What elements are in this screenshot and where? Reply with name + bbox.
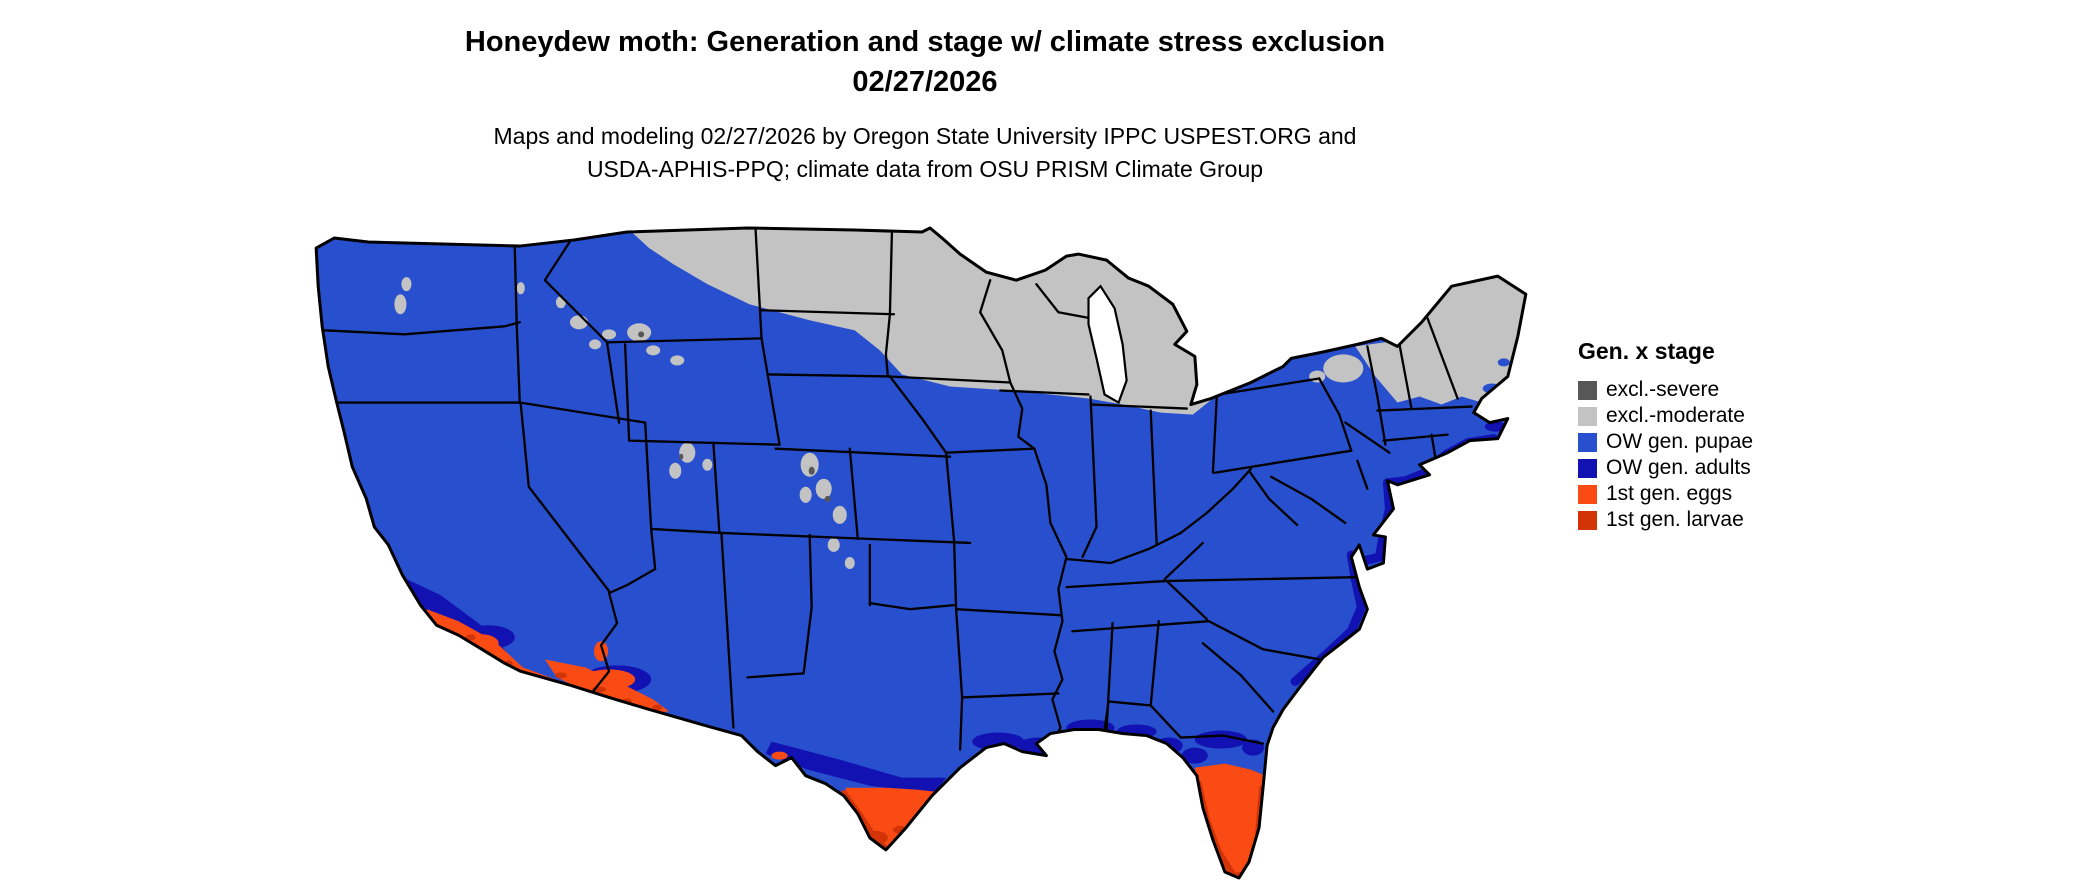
map-title: Honeydew moth: Generation and stage w/ c…: [464, 26, 1386, 58]
region-excl-severe: [638, 331, 831, 502]
legend-item: 1st gen. larvae: [1578, 507, 1838, 533]
legend-item: excl.-moderate: [1578, 403, 1838, 429]
legend-swatch-ow-adults: [1578, 458, 1597, 478]
legend-label: 1st gen. eggs: [1606, 482, 1733, 505]
us-map-svg: [314, 226, 1528, 880]
lake-michigan: [1087, 284, 1128, 405]
legend-title: Gen. x stage: [1578, 338, 1715, 364]
region-excl-moderate: [394, 228, 1526, 570]
conus-outline: [314, 226, 1528, 880]
region-eggs-south-texas: [844, 787, 937, 848]
attribution: Maps and modeling 02/27/2026 by Oregon S…: [0, 120, 1850, 186]
region-excl-moderate-new-england: [1355, 274, 1526, 405]
legend-swatch-first-gen-eggs: [1578, 484, 1597, 504]
attribution-line-2: USDA-APHIS-PPQ; climate data from OSU PR…: [586, 156, 1264, 182]
legend: Gen. x stage excl.-severe excl.-moderate…: [1578, 338, 1838, 533]
region-eggs-south-florida: [1194, 763, 1266, 878]
legend-item: excl.-severe: [1578, 377, 1838, 403]
region-first-gen-eggs: [426, 609, 1266, 878]
legend-item: OW gen. pupae: [1578, 429, 1838, 455]
legend-swatch-excl-moderate: [1578, 406, 1597, 426]
legend-swatch-first-gen-larvae: [1578, 510, 1597, 530]
header: Honeydew moth: Generation and stage w/ c…: [0, 22, 1850, 186]
region-excl-moderate-adirondacks: [1323, 354, 1364, 383]
legend-label: OW gen. adults: [1606, 456, 1751, 479]
attribution-line-1: Maps and modeling 02/27/2026 by Oregon S…: [493, 123, 1357, 149]
legend-item: 1st gen. eggs: [1578, 481, 1838, 507]
legend-label: OW gen. pupae: [1606, 430, 1754, 453]
legend-label: 1st gen. larvae: [1606, 508, 1744, 531]
legend-label: excl.-moderate: [1606, 404, 1745, 427]
state-borders: [323, 228, 1473, 751]
us-map: [308, 226, 1536, 886]
region-adults-north-florida: [1194, 730, 1247, 749]
region-ow-pupae-base: [316, 228, 1526, 878]
legend-swatch-ow-pupae: [1578, 432, 1597, 452]
legend-swatch-excl-severe: [1578, 380, 1597, 400]
legend-item: OW gen. adults: [1578, 455, 1838, 481]
map-date: 02/27/2026: [852, 66, 998, 98]
legend-label: excl.-severe: [1606, 378, 1720, 401]
